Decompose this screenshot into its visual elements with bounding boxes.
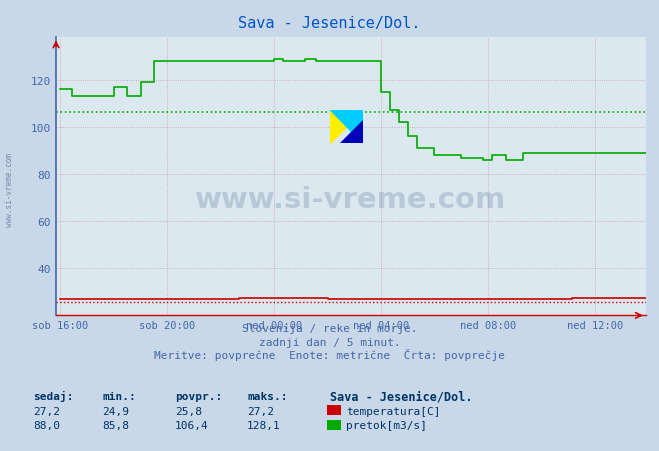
Text: Meritve: povprečne  Enote: metrične  Črta: povprečje: Meritve: povprečne Enote: metrične Črta:… [154, 349, 505, 360]
Text: 128,1: 128,1 [247, 420, 281, 430]
Polygon shape [340, 120, 362, 144]
Text: maks.:: maks.: [247, 391, 287, 401]
Text: 88,0: 88,0 [33, 420, 60, 430]
Text: povpr.:: povpr.: [175, 391, 222, 401]
Text: Slovenija / reke in morje.: Slovenija / reke in morje. [242, 323, 417, 333]
Text: 85,8: 85,8 [102, 420, 129, 430]
Text: zadnji dan / 5 minut.: zadnji dan / 5 minut. [258, 337, 401, 347]
Text: sedaj:: sedaj: [33, 390, 73, 401]
Polygon shape [330, 110, 362, 144]
Text: pretok[m3/s]: pretok[m3/s] [346, 420, 427, 430]
Text: 27,2: 27,2 [247, 406, 274, 416]
Text: www.si-vreme.com: www.si-vreme.com [5, 152, 14, 226]
Polygon shape [330, 110, 362, 144]
Text: 27,2: 27,2 [33, 406, 60, 416]
Text: Sava - Jesenice/Dol.: Sava - Jesenice/Dol. [330, 389, 472, 402]
Text: 106,4: 106,4 [175, 420, 208, 430]
Text: Sava - Jesenice/Dol.: Sava - Jesenice/Dol. [239, 16, 420, 31]
Text: min.:: min.: [102, 391, 136, 401]
Text: temperatura[C]: temperatura[C] [346, 406, 440, 416]
Text: 25,8: 25,8 [175, 406, 202, 416]
Text: 24,9: 24,9 [102, 406, 129, 416]
Text: www.si-vreme.com: www.si-vreme.com [195, 185, 507, 213]
